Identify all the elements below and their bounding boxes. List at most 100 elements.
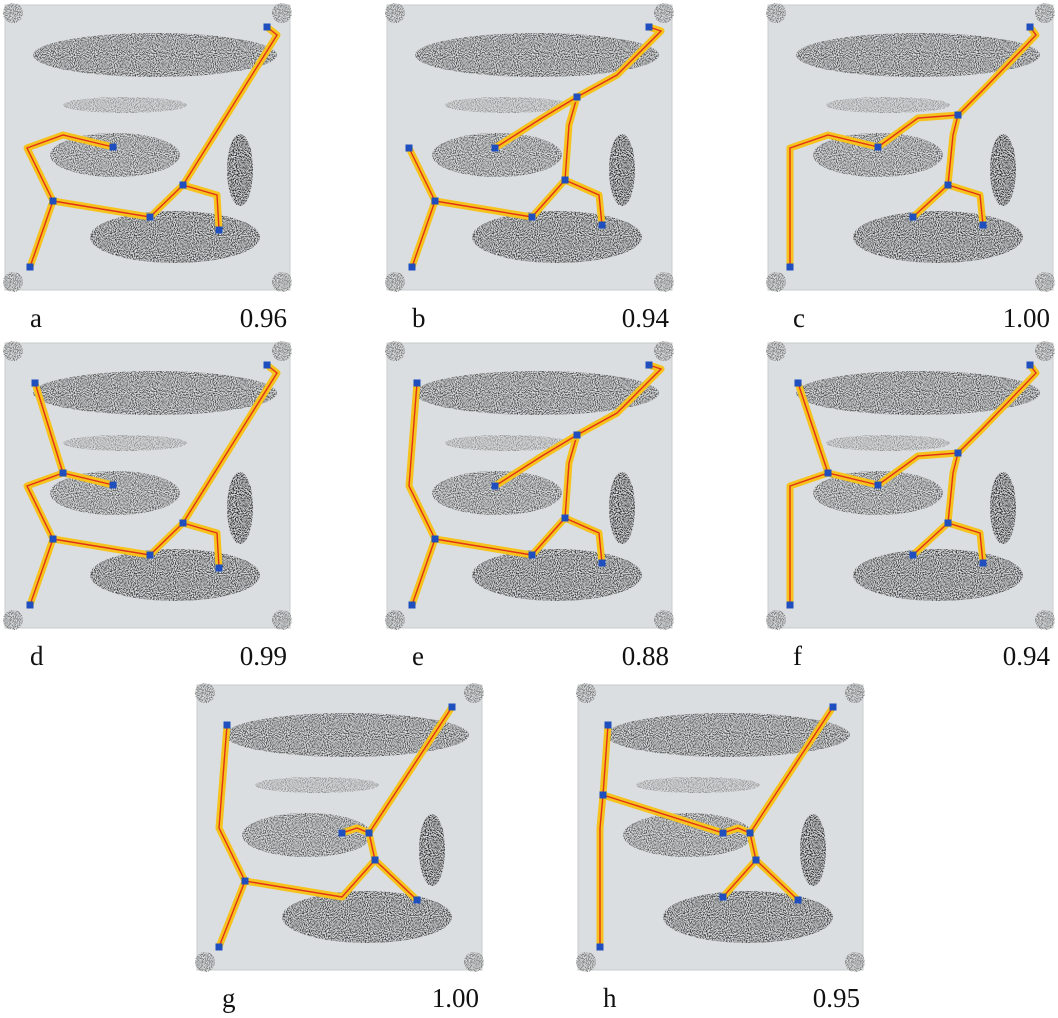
texture-blob bbox=[3, 272, 23, 292]
texture-blob bbox=[33, 33, 277, 77]
node bbox=[264, 362, 271, 369]
node bbox=[753, 857, 760, 864]
node bbox=[27, 602, 34, 609]
panel-label: c bbox=[793, 303, 805, 333]
texture-blob bbox=[853, 549, 1023, 601]
texture-blob bbox=[576, 952, 596, 972]
texture-blob bbox=[576, 683, 596, 703]
panel-label: a bbox=[30, 303, 42, 333]
panel-label: e bbox=[412, 641, 424, 671]
texture-blob bbox=[227, 134, 253, 206]
panel-score: 0.96 bbox=[240, 303, 287, 333]
node bbox=[50, 198, 57, 205]
node bbox=[529, 552, 536, 559]
texture-blob bbox=[272, 272, 292, 292]
texture-blob bbox=[255, 777, 379, 793]
node bbox=[242, 878, 249, 885]
node bbox=[366, 830, 373, 837]
texture-blob bbox=[826, 97, 950, 113]
texture-blob bbox=[385, 272, 405, 292]
texture-blob bbox=[272, 3, 292, 23]
node bbox=[406, 145, 413, 152]
node bbox=[27, 264, 34, 271]
texture-blob bbox=[3, 341, 23, 361]
texture-blob bbox=[90, 211, 260, 263]
node bbox=[414, 897, 421, 904]
texture-blob bbox=[63, 97, 187, 113]
texture-blob bbox=[845, 952, 865, 972]
node bbox=[875, 144, 882, 151]
node bbox=[646, 24, 653, 31]
texture-blob bbox=[385, 3, 405, 23]
texture-blob bbox=[272, 610, 292, 630]
panel bbox=[3, 3, 292, 292]
node bbox=[147, 214, 154, 221]
node bbox=[945, 520, 952, 527]
panel-score: 0.94 bbox=[622, 303, 670, 333]
panel bbox=[385, 341, 674, 630]
texture-blob bbox=[464, 683, 484, 703]
texture-blob bbox=[432, 471, 562, 515]
node bbox=[414, 380, 421, 387]
node bbox=[646, 362, 653, 369]
node bbox=[1027, 24, 1034, 31]
texture-blob bbox=[90, 549, 260, 601]
texture-blob bbox=[654, 3, 674, 23]
node bbox=[955, 450, 962, 457]
texture-blob bbox=[654, 610, 674, 630]
texture-blob bbox=[845, 683, 865, 703]
panel-score: 0.95 bbox=[813, 983, 860, 1013]
texture-blob bbox=[766, 3, 786, 23]
texture-blob bbox=[766, 272, 786, 292]
node bbox=[409, 602, 416, 609]
texture-blob bbox=[3, 610, 23, 630]
node bbox=[529, 214, 536, 221]
node bbox=[147, 552, 154, 559]
node bbox=[910, 552, 917, 559]
panel-label: g bbox=[222, 983, 236, 1013]
node bbox=[747, 830, 754, 837]
node bbox=[574, 94, 581, 101]
node bbox=[597, 944, 604, 951]
texture-blob bbox=[990, 472, 1016, 544]
texture-blob bbox=[826, 435, 950, 451]
node bbox=[574, 432, 581, 439]
node bbox=[432, 198, 439, 205]
node bbox=[830, 704, 837, 711]
panel-score: 1.00 bbox=[432, 983, 479, 1013]
node bbox=[224, 722, 231, 729]
node bbox=[180, 182, 187, 189]
texture-blob bbox=[385, 610, 405, 630]
texture-blob bbox=[766, 610, 786, 630]
panel-label: h bbox=[603, 983, 617, 1013]
panel-score: 0.88 bbox=[622, 641, 669, 671]
panel-label: d bbox=[30, 641, 44, 671]
figure: a0.96b0.94c1.00d0.99e0.88f0.94g1.00h0.95 bbox=[0, 0, 1058, 1018]
node bbox=[1027, 362, 1034, 369]
texture-blob bbox=[282, 891, 452, 943]
texture-blob bbox=[609, 134, 635, 206]
node bbox=[599, 560, 606, 567]
node bbox=[720, 894, 727, 901]
node bbox=[180, 520, 187, 527]
node bbox=[110, 144, 117, 151]
node bbox=[492, 483, 499, 490]
panel-label: b bbox=[412, 303, 426, 333]
panel bbox=[576, 683, 865, 972]
texture-blob bbox=[853, 211, 1023, 263]
node bbox=[980, 222, 987, 229]
texture-blob bbox=[195, 952, 215, 972]
panel bbox=[766, 341, 1055, 630]
texture-blob bbox=[464, 952, 484, 972]
texture-blob bbox=[472, 549, 642, 601]
panel bbox=[3, 341, 292, 630]
node bbox=[339, 830, 346, 837]
texture-blob bbox=[609, 472, 635, 544]
node bbox=[825, 470, 832, 477]
node bbox=[945, 182, 952, 189]
node bbox=[910, 214, 917, 221]
texture-blob bbox=[1035, 3, 1055, 23]
texture-blob bbox=[654, 272, 674, 292]
node bbox=[787, 264, 794, 271]
node bbox=[60, 470, 67, 477]
